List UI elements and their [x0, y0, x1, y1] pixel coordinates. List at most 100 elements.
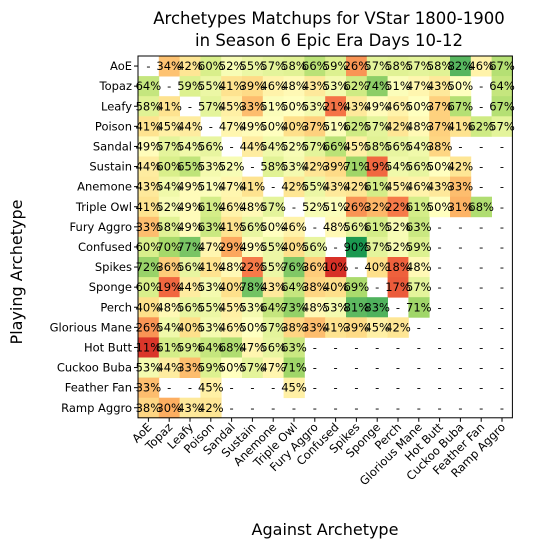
cell-value-label: 64%	[260, 300, 286, 314]
cell-value-label: 46%	[219, 200, 245, 214]
y-axis-ticks: AoE Topaz Leafy Poison Sandal Sustain Anemone T…	[50, 59, 138, 415]
cell-value-label: 71%	[344, 160, 370, 174]
cell-value-label: 41%	[198, 260, 224, 274]
cell-value-label: -	[500, 139, 504, 153]
cell-value-label: -	[354, 340, 358, 354]
cell-value-label: 50%	[427, 160, 453, 174]
y-tick-label: Spikes	[95, 260, 132, 274]
heatmap-cell	[200, 397, 222, 419]
y-tick-label: Confused	[78, 240, 132, 254]
cell-value-label: 48%	[156, 300, 182, 314]
heatmap-cell	[283, 76, 305, 97]
cell-value-label: -	[500, 381, 504, 395]
heatmap-cell	[179, 297, 201, 318]
cell-value-label: -	[250, 160, 254, 174]
cell-value-label: 47%	[198, 240, 224, 254]
cell-value-label: 51%	[385, 79, 411, 93]
cell-value-label: -	[438, 280, 442, 294]
cell-value-label: 42%	[385, 119, 411, 133]
heatmap-cell	[158, 236, 180, 258]
cell-value-label: 62%	[344, 119, 370, 133]
cell-value-label: 60%	[136, 280, 162, 294]
heatmap-cell	[366, 136, 388, 157]
heatmap-cell	[138, 257, 160, 278]
cell-value-label: 32%	[364, 200, 390, 214]
cell-value-label: -	[500, 180, 504, 194]
cell-value-label: 55%	[240, 59, 266, 73]
cell-value-label: 22%	[385, 200, 411, 214]
y-tick-label: Hot Butt	[84, 340, 133, 354]
y-tick-label: Fury Aggro	[70, 220, 132, 234]
heatmap-cell	[262, 156, 284, 177]
heatmap-cell	[304, 56, 326, 77]
heatmap-cell	[408, 76, 430, 97]
heatmap-cell	[179, 357, 201, 378]
cell-value-label: -	[458, 361, 462, 375]
cell-value-label: 69%	[344, 280, 370, 294]
heatmap-cell	[200, 236, 222, 258]
cell-value-label: -	[458, 139, 462, 153]
heatmap-cell	[221, 297, 243, 318]
cell-value-label: 61%	[364, 180, 390, 194]
cell-value-label: -	[479, 240, 483, 254]
cell-value-label: 40%	[136, 300, 162, 314]
cell-value-label: 55%	[302, 180, 328, 194]
heatmap-cell	[429, 136, 451, 157]
cell-value-label: 29%	[219, 240, 245, 254]
y-tick-label: Cuckoo Buba	[57, 361, 132, 375]
heatmap-cell	[366, 236, 388, 258]
cell-value-label: -	[438, 300, 442, 314]
cell-value-label: 52%	[385, 240, 411, 254]
cell-value-label: -	[458, 260, 462, 274]
heatmap-cell	[179, 176, 201, 198]
cell-value-label: 43%	[323, 180, 349, 194]
cell-value-label: 67%	[489, 59, 515, 73]
cell-value-label: 52%	[281, 139, 307, 153]
heatmap-cell	[221, 76, 243, 97]
heatmap-cell	[138, 176, 160, 198]
cell-value-label: 56%	[240, 220, 266, 234]
cell-value-label: 57%	[406, 59, 432, 73]
cell-value-label: -	[313, 361, 317, 375]
heatmap-cell	[346, 216, 368, 238]
heatmap-cell	[325, 317, 347, 338]
cell-value-label: 50%	[260, 220, 286, 234]
heatmap-cell	[221, 357, 243, 378]
heatmap-cell	[387, 96, 409, 117]
heatmap-cell	[179, 236, 201, 258]
heatmap-cell	[408, 56, 430, 77]
cell-value-label: 52%	[219, 59, 245, 73]
heatmap-cell	[491, 96, 513, 117]
cell-value-label: 63%	[198, 220, 224, 234]
cell-value-label: -	[396, 361, 400, 375]
cell-value-label: -	[230, 381, 234, 395]
heatmap-cell	[200, 156, 222, 177]
cell-value-label: -	[438, 340, 442, 354]
cell-value-label: -	[375, 361, 379, 375]
heatmap-cell	[283, 56, 305, 77]
heatmap-cell	[450, 196, 472, 218]
cell-value-label: 62%	[344, 79, 370, 93]
cell-value-label: 54%	[406, 139, 432, 153]
heatmap-cell	[387, 156, 409, 177]
cell-value-label: -	[479, 180, 483, 194]
heatmap-cell	[325, 96, 347, 117]
cell-value-label: 53%	[136, 361, 162, 375]
heatmap-cell	[387, 176, 409, 198]
y-tick-label: Leafy	[101, 99, 132, 113]
cell-value-label: 41%	[136, 119, 162, 133]
cell-value-label: 43%	[427, 180, 453, 194]
cell-value-label: -	[458, 320, 462, 334]
cell-value-label: -	[479, 401, 483, 415]
heatmap-cell	[450, 156, 472, 177]
cell-value-label: -	[271, 381, 275, 395]
cell-value-label: 37%	[427, 99, 453, 113]
cell-value-label: 53%	[240, 300, 266, 314]
cell-value-label: 48%	[219, 260, 245, 274]
cell-value-label: 37%	[302, 119, 328, 133]
cell-value-label: 58%	[427, 59, 453, 73]
cell-value-label: 56%	[177, 300, 203, 314]
cell-value-label: -	[292, 200, 296, 214]
heatmap-cell	[242, 236, 264, 258]
